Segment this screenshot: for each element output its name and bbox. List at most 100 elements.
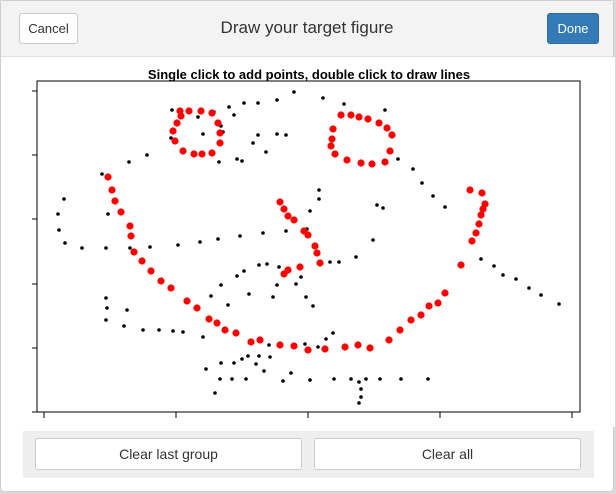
background-point (257, 263, 261, 267)
drawn-point (354, 341, 362, 349)
drawn-point (167, 284, 175, 292)
background-point (262, 369, 266, 373)
y-axis-ticks (32, 90, 37, 413)
background-point (364, 377, 368, 381)
drawn-point (117, 208, 125, 216)
drawn-point (280, 205, 288, 213)
drawn-point (213, 319, 221, 327)
background-point (232, 361, 236, 365)
background-point (105, 306, 109, 310)
background-point (284, 229, 288, 233)
background-point (399, 377, 403, 381)
background-point (57, 228, 61, 232)
drawn-point (337, 111, 345, 119)
done-button[interactable]: Done (547, 13, 599, 44)
background-point (122, 324, 126, 328)
drawn-point (190, 150, 198, 158)
background-point (216, 237, 220, 241)
drawn-point (256, 336, 264, 344)
background-point (219, 361, 223, 365)
clear-all-button[interactable]: Clear all (314, 438, 581, 470)
drawn-point (138, 257, 146, 265)
background-point (311, 304, 315, 308)
background-point (299, 275, 303, 279)
drawn-point (386, 147, 394, 155)
background-point (240, 357, 244, 361)
drawn-point (343, 156, 351, 164)
drawn-point (280, 270, 288, 278)
drawn-point (434, 299, 442, 307)
background-point (268, 355, 272, 359)
drawn-point (355, 113, 363, 121)
background-point (141, 328, 145, 332)
background-point (381, 206, 385, 210)
drawn-point (364, 115, 372, 123)
background-point (80, 246, 84, 250)
background-point (213, 391, 217, 395)
drawn-point (472, 229, 480, 237)
background-point (257, 354, 261, 358)
drawn-point (276, 341, 284, 349)
background-point (148, 245, 152, 249)
drawn-point (327, 142, 335, 150)
background-point (63, 241, 67, 245)
background-point (254, 362, 258, 366)
drawn-point (284, 212, 292, 220)
drawing-canvas[interactable]: Single click to add points, double click… (1, 57, 615, 427)
drawing-area[interactable]: Single click to add points, double click… (1, 57, 615, 427)
drawn-point (311, 242, 319, 250)
drawn-point (127, 232, 135, 240)
background-point (218, 377, 222, 381)
background-point (232, 113, 236, 117)
background-point (411, 167, 415, 171)
drawn-point (214, 119, 222, 127)
drawn-point (407, 316, 415, 324)
drawn-point (366, 344, 374, 352)
background-point (378, 377, 382, 381)
background-point (256, 101, 260, 105)
background-point (275, 283, 279, 287)
background-point (256, 133, 260, 137)
background-point (217, 160, 221, 164)
drawn-point (417, 311, 425, 319)
background-point (316, 345, 320, 349)
drawn-point (173, 119, 181, 127)
drawn-point (216, 129, 224, 137)
background-point (261, 231, 265, 235)
drawn-point (208, 149, 216, 157)
drawn-point (108, 186, 116, 194)
background-point (354, 255, 358, 259)
drawn-point (169, 127, 177, 135)
background-point (349, 377, 353, 381)
plot-instruction: Single click to add points, double click… (148, 67, 470, 82)
clear-last-group-button[interactable]: Clear last group (35, 438, 302, 470)
drawn-point (111, 197, 119, 205)
background-point (479, 257, 483, 261)
background-point (420, 181, 424, 185)
background-point (426, 377, 430, 381)
background-point (337, 260, 341, 264)
background-point (145, 153, 149, 157)
background-point (242, 101, 246, 105)
background-point (284, 133, 288, 137)
cancel-button[interactable]: Cancel (19, 13, 78, 44)
background-point (181, 330, 185, 334)
background-point (264, 150, 268, 154)
background-point (308, 209, 312, 213)
background-point (170, 108, 174, 112)
background-point (271, 295, 275, 299)
background-point (251, 141, 255, 145)
background-point (317, 197, 321, 201)
background-point (62, 197, 66, 201)
background-point (235, 157, 239, 161)
drawn-point (368, 160, 376, 168)
drawn-point (468, 237, 476, 245)
drawn-point (208, 109, 216, 117)
drawn-point (328, 135, 336, 143)
background-point (242, 269, 246, 273)
drawn-point (157, 277, 165, 285)
background-point (235, 274, 239, 278)
drawn-point (304, 231, 312, 239)
background-point (443, 205, 447, 209)
drawn-point (383, 124, 391, 132)
